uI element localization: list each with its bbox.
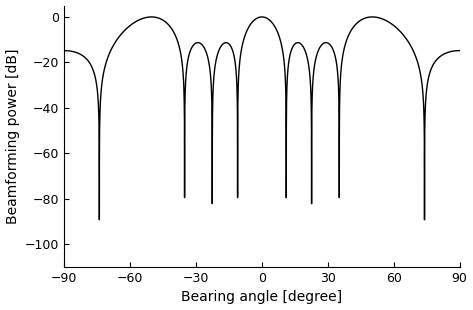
X-axis label: Bearing angle [degree]: Bearing angle [degree] xyxy=(181,290,342,304)
Y-axis label: Beamforming power [dB]: Beamforming power [dB] xyxy=(6,49,19,224)
